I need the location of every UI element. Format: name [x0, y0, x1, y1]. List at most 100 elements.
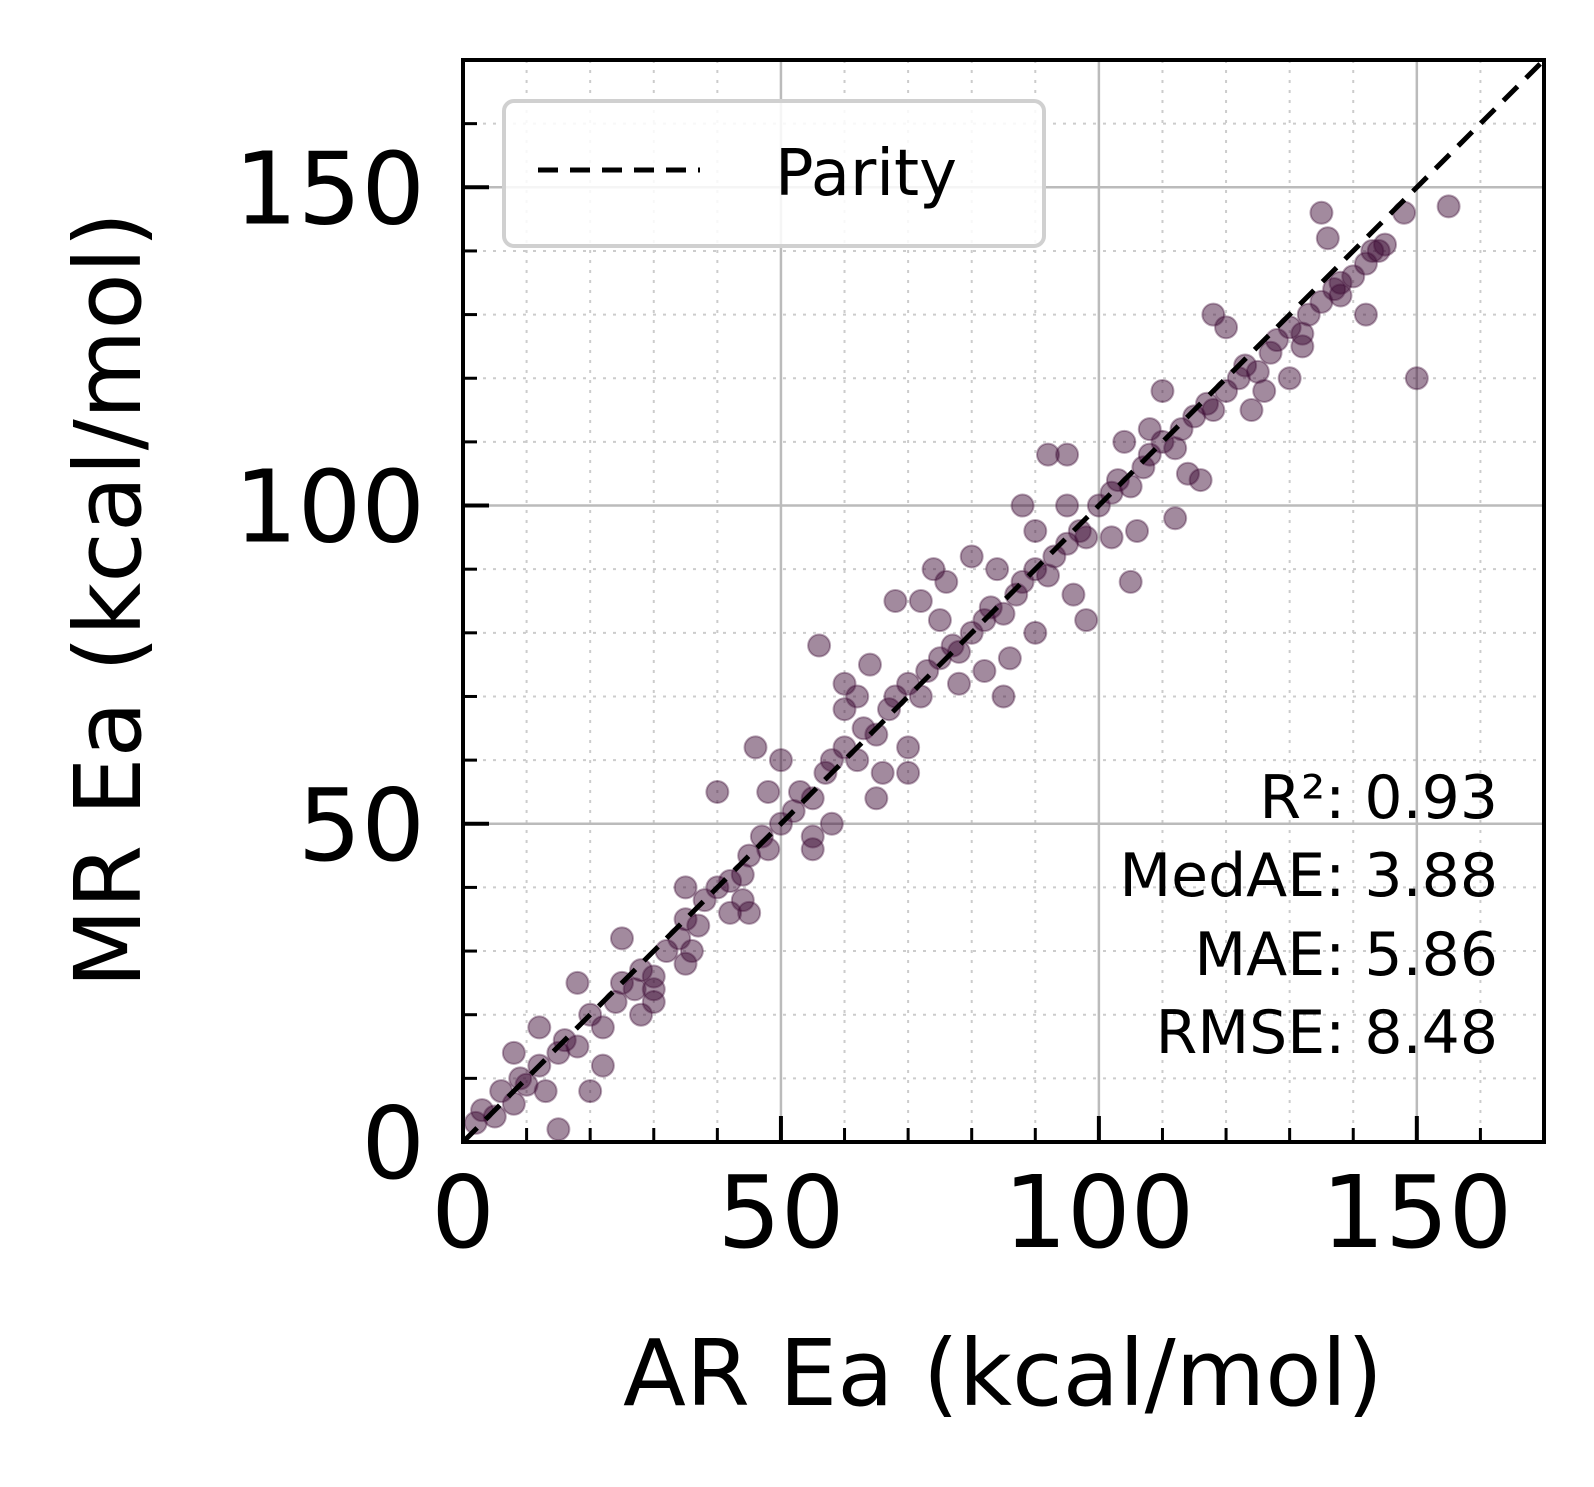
legend-box [502, 99, 1046, 248]
scatter-point [1169, 417, 1194, 442]
scatter-point [1137, 417, 1162, 442]
axis-ticks [461, 122, 1482, 1144]
scatter-point [546, 1040, 571, 1065]
scatter-point [679, 939, 704, 964]
scatter-point [565, 1034, 590, 1059]
scatter-point [1277, 366, 1302, 391]
y-tick-labels: 0 50 100 150 [234, 130, 425, 1202]
scatter-point [565, 970, 590, 995]
legend: Parity [502, 99, 1046, 248]
scatter-point [1436, 194, 1461, 219]
x-tick-label: 0 [431, 1154, 495, 1271]
scatter-point [1201, 302, 1226, 327]
scatter-point [908, 589, 933, 613]
scatter-point [686, 913, 711, 938]
scatter-point [1290, 334, 1315, 359]
scatter-point [718, 900, 743, 925]
scatter-point [1055, 493, 1080, 518]
stat-rmse: RMSE: 8.48 [1156, 998, 1498, 1068]
scatter-point [1023, 620, 1048, 645]
scatter-point [819, 811, 844, 836]
scatter-point [1004, 582, 1029, 607]
scatter-point [546, 1117, 571, 1142]
scatter-point [1118, 569, 1143, 594]
scatter-point [718, 869, 743, 894]
scatter-point [622, 977, 647, 1002]
scatter-point [927, 608, 952, 633]
scatter-point [1061, 582, 1086, 607]
scatter-point [1296, 302, 1321, 327]
scatter-point [673, 951, 698, 976]
scatter-point [756, 779, 781, 804]
scatter-point [1328, 270, 1353, 295]
scatter-point [921, 557, 946, 582]
x-axis-title: AR Ea (kcal/mol) [623, 1320, 1383, 1427]
scatter-point [1404, 366, 1429, 391]
scatter-point [578, 1079, 603, 1104]
scatter-point [1163, 506, 1188, 531]
scatter-point [1023, 518, 1048, 543]
scatter-point [673, 875, 698, 900]
scatter-point [737, 900, 762, 925]
scatter-point [1131, 455, 1156, 480]
scatter-point [609, 926, 634, 951]
scatter-point [800, 837, 825, 862]
scatter-points [463, 194, 1461, 1142]
scatter-point [1233, 353, 1258, 378]
scatter-point [877, 697, 902, 722]
scatter-point [482, 1104, 507, 1129]
scatter-point [1067, 518, 1092, 543]
scatter-point [927, 646, 952, 671]
scatter-point [590, 1053, 615, 1078]
scatter-point [1036, 563, 1061, 588]
scatter-point [1360, 238, 1385, 263]
scatter-point [985, 557, 1010, 582]
scatter-point [800, 824, 825, 849]
scatter-point [1150, 378, 1175, 403]
scatter-point [991, 684, 1016, 709]
scatter-point [997, 646, 1022, 671]
scatter-point [1252, 378, 1277, 403]
scatter-point [1188, 468, 1213, 493]
scatter-point [1353, 302, 1378, 327]
scatter-point [1125, 518, 1150, 543]
plot-area-frame [461, 58, 1546, 1144]
scatter-point [1175, 461, 1200, 486]
scatter-point [1239, 398, 1264, 423]
scatter-point [864, 786, 889, 811]
scatter-point [1055, 442, 1080, 467]
x-tick-labels: 0 50 100 150 [431, 1154, 1512, 1271]
scatter-point [1341, 264, 1366, 289]
scatter-point [832, 697, 857, 722]
scatter-point [533, 1079, 558, 1104]
x-tick-label: 100 [1003, 1154, 1194, 1271]
stat-medae: MedAE: 3.88 [1119, 841, 1498, 911]
scatter-point [1309, 200, 1334, 225]
scatter-point [1214, 315, 1239, 340]
scatter-point [857, 652, 882, 677]
y-axis-title: MR Ea (kcal/mol) [55, 212, 162, 988]
scatter-point [1074, 525, 1099, 550]
scatter-point [1290, 321, 1315, 346]
scatter-point [501, 1040, 526, 1065]
scatter-point [590, 1015, 615, 1040]
scatter-point [800, 786, 825, 811]
scatter-point [641, 964, 666, 989]
scatter-point [1366, 238, 1391, 263]
scatter-point [629, 958, 654, 983]
scatter-point [832, 671, 857, 696]
stats-annotation: R²: 0.93 MedAE: 3.88 MAE: 5.86 RMSE: 8.4… [1119, 763, 1498, 1068]
scatter-point [705, 779, 730, 804]
scatter-point [501, 1091, 526, 1116]
scatter-point [1163, 436, 1188, 461]
y-tick-label: 150 [234, 130, 425, 247]
scatter-point [864, 722, 889, 747]
scatter-point [1105, 468, 1130, 493]
scatter-point [1353, 251, 1378, 276]
x-tick-label: 150 [1321, 1154, 1512, 1271]
scatter-point [1042, 544, 1067, 569]
scatter-point [1258, 340, 1283, 365]
scatter-point [1112, 429, 1137, 454]
scatter-point [1201, 398, 1226, 423]
